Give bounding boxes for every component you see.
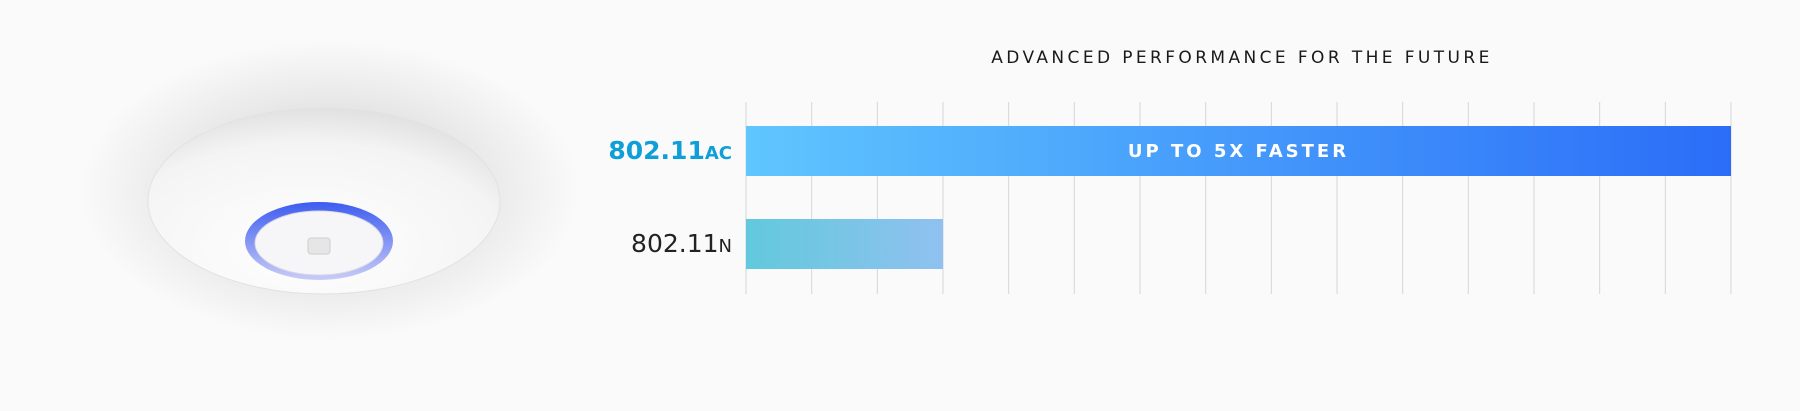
bar <box>746 219 943 269</box>
chart-title: ADVANCED PERFORMANCE FOR THE FUTURE <box>991 48 1493 68</box>
category-label: 802.11n <box>631 229 732 258</box>
bar-annotation: UP TO 5X FASTER <box>1128 141 1349 162</box>
category-label: 802.11ac <box>608 136 732 165</box>
bar <box>746 126 1731 176</box>
device-illustration <box>80 40 580 340</box>
